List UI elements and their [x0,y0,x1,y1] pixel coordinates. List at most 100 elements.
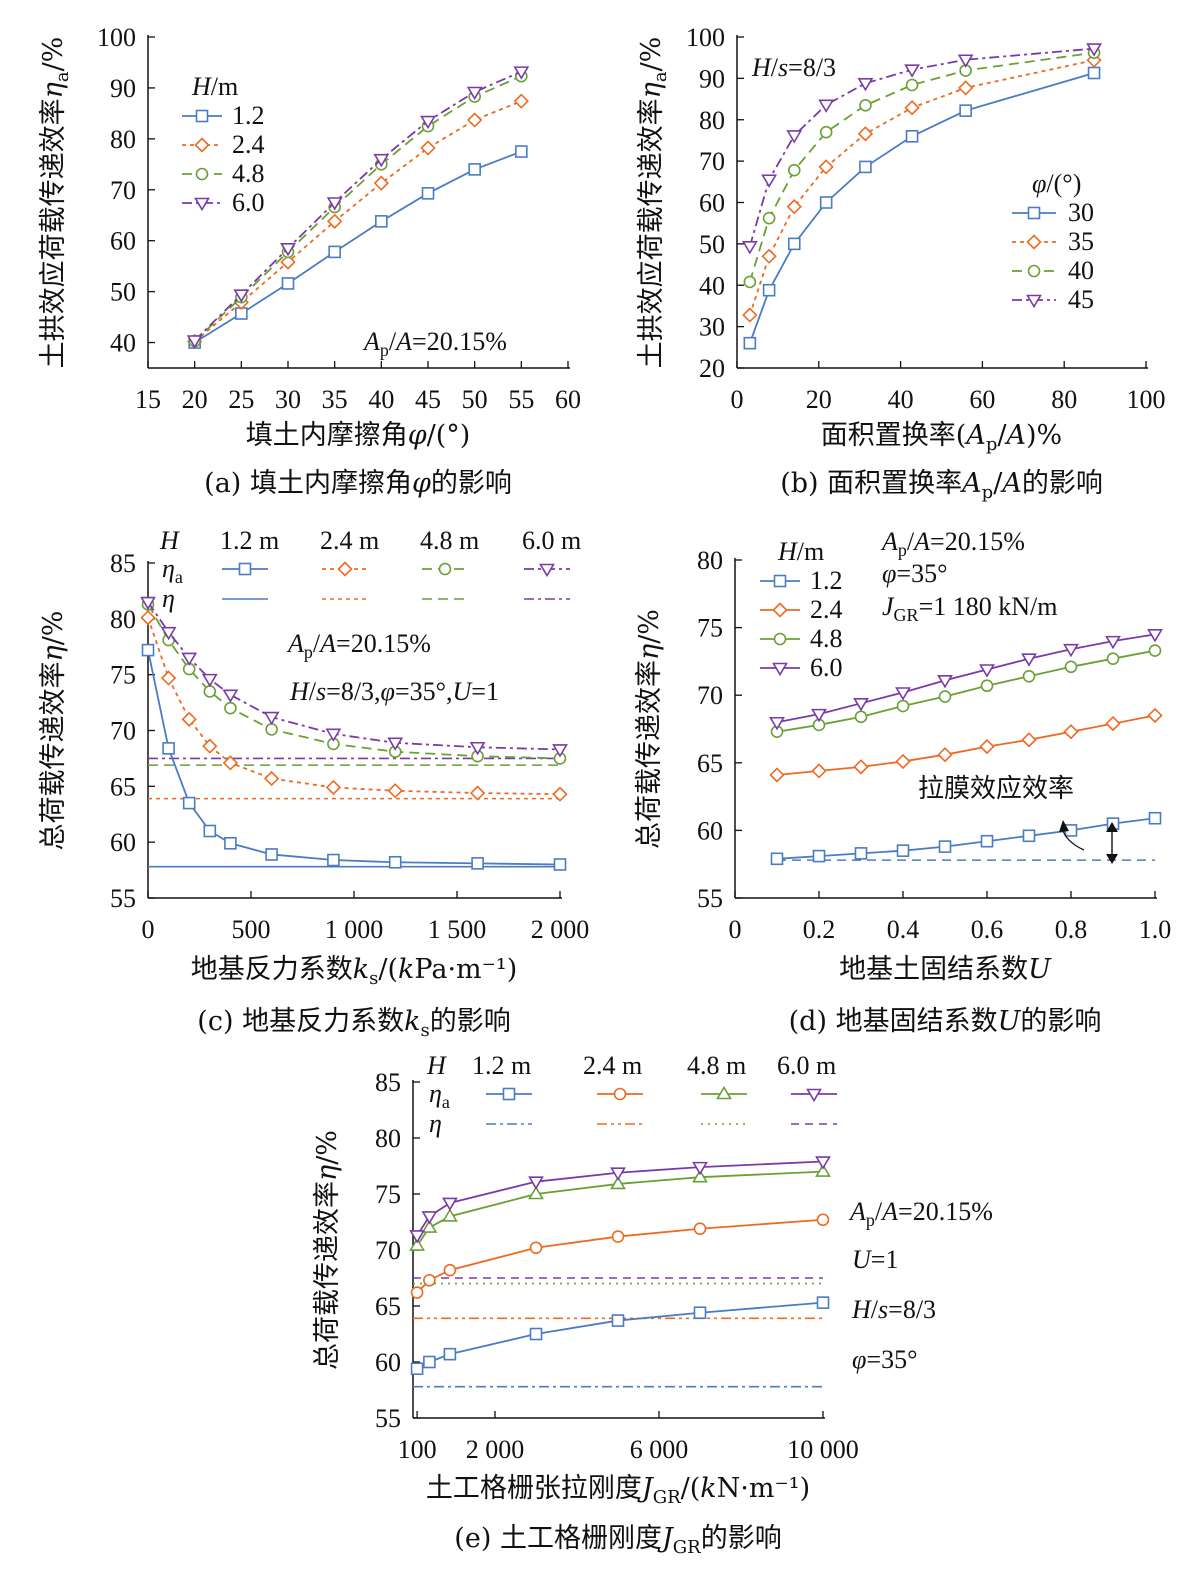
text-span: 度 [635,1523,662,1554]
y-tick-label: 70 [110,717,136,746]
text-span: s [878,1295,888,1324]
x-tick-label: 0 [729,915,742,944]
x-tick-label: 80 [1051,385,1077,414]
data-point [938,840,952,853]
data-point [325,779,342,796]
text-span: N [717,1473,741,1504]
legend-marker [716,1085,732,1100]
text-span: % [485,327,507,356]
text-span: η [38,645,69,661]
text-span: 3 [911,559,924,588]
data-point [327,853,340,867]
data-point [423,1273,436,1287]
data-point [904,100,920,116]
data-point [420,115,436,130]
legend-header: H [426,1051,447,1080]
text-span: 5 [423,677,436,706]
data-point [528,1185,544,1200]
text-span: 8 [966,592,979,621]
data-point [762,211,776,225]
y-axis-label: 总荷载传递效率η/% [38,611,69,851]
text-span: / [38,61,69,71]
data-point [611,1314,625,1327]
text-span: ( [690,1473,701,1504]
data-point [980,679,994,693]
text-span: 换 [908,468,935,499]
script-span: p [866,1210,875,1230]
x-tick-label: 1.0 [1139,915,1172,944]
text-span: ) [231,468,242,499]
data-point [818,159,834,175]
text-span: φ [852,1345,866,1374]
text-span: 传 [312,1262,343,1289]
text-span: A [880,1197,898,1226]
text-span: 0 [364,629,377,658]
legend-title: H/m [777,537,824,566]
text-span: 5 [924,559,937,588]
annotation: Ap​/A=20.15% [880,527,1025,560]
data-point [263,770,280,787]
text-span: 递 [38,715,69,742]
data-point [818,99,835,113]
text-span: 2 [945,527,958,556]
x-tick-label: 20 [182,385,208,414]
text-span: 0 [979,592,992,621]
text-span: A [912,527,930,556]
data-point [786,130,803,144]
y-tick-label: 90 [110,74,136,103]
text-span: 0 [958,527,971,556]
legend-label: 45 [1068,285,1094,314]
legend-header: 6.0 m [522,526,581,555]
legend-label: 1.2 [232,101,265,130]
text-span: 应 [636,260,667,287]
series-line [776,633,1156,724]
data-point [980,834,994,848]
text-span: ° [937,559,947,588]
text-span: 5 [958,1197,971,1226]
data-point [610,1175,626,1190]
text-span: 拱 [38,314,69,341]
text-span: 2 [351,629,364,658]
data-point [265,723,278,736]
text-span: 置 [875,420,902,451]
text-span: k [998,592,1011,621]
text-span: 6 [522,526,535,555]
text-span: 面 [821,420,848,451]
text-span: H [159,526,180,555]
text-span: ( [956,420,967,451]
x-tick-label: 2 000 [531,915,590,944]
text-span: 面 [827,468,854,499]
x-tick-label: 55 [508,385,534,414]
text-span: / [309,677,317,706]
text-span: ) [1026,420,1037,451]
text-span: 0 [440,327,453,356]
text-span: d [799,1006,816,1037]
script-span: a [650,71,671,82]
text-span: ) [800,1473,811,1504]
x-tick-label: 0 [731,385,744,414]
x-tick-label: 0 [142,915,155,944]
text-span: = [898,1197,913,1226]
text-span: % [312,1130,343,1156]
text-span: 影 [728,1523,755,1554]
text-span: A [318,629,336,658]
text-span: / [875,1197,883,1226]
text-span: U [453,677,474,706]
x-tick-label: 15 [135,385,161,414]
panel-caption: (e) 土工格栅刚度JGR​的影响 [454,1523,781,1558]
text-span: 1 [945,1197,958,1226]
text-span: 的 [1022,468,1049,499]
text-span: 总 [634,822,665,849]
text-span: / [38,635,69,645]
legend-header: 6.0 m [777,1051,836,1080]
data-point [140,596,156,611]
text-span: . [790,1051,797,1080]
data-point [895,687,911,701]
data-point [186,335,203,349]
data-point [375,215,388,228]
text-span: m [561,526,581,555]
legend-header: 1.2 m [220,526,279,555]
text-span: 载 [38,769,69,796]
